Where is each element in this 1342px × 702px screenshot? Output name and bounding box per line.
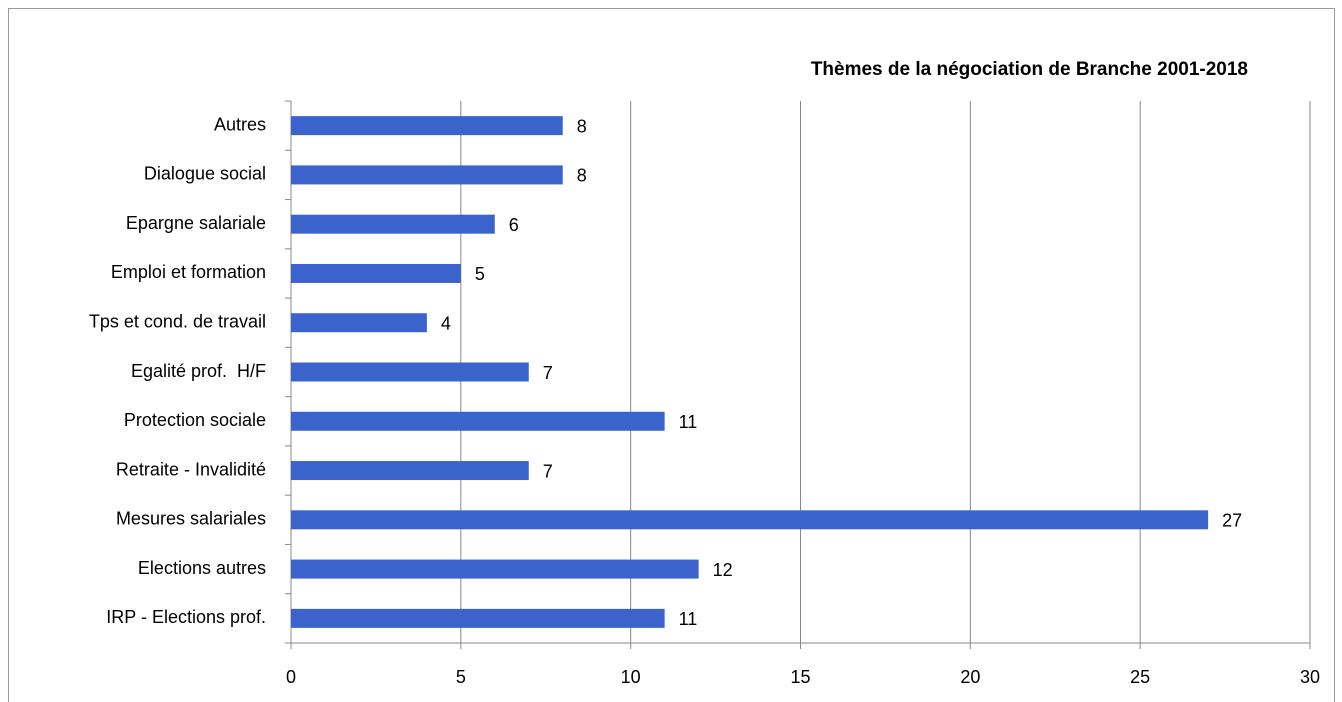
bar <box>291 214 495 234</box>
bar <box>291 263 461 283</box>
bar <box>291 116 563 136</box>
chart-title: Thèmes de la négociation de Branche 2001… <box>811 59 1248 80</box>
y-tick-label: Elections autres <box>138 558 266 578</box>
y-tick-label: Mesures salariales <box>116 509 266 529</box>
y-tick-label: IRP - Elections prof. <box>106 607 266 627</box>
y-tick-label: Tps et cond. de travail <box>89 311 266 331</box>
bar <box>291 510 1209 530</box>
data-label: 5 <box>475 264 485 284</box>
y-tick-label: Dialogue social <box>144 164 266 184</box>
bar <box>291 165 563 185</box>
data-label: 11 <box>679 609 698 629</box>
y-tick-label: Autres <box>214 114 266 134</box>
y-tick-label: Retraite - Invalidité <box>116 459 266 479</box>
x-tick-label: 25 <box>1130 667 1150 687</box>
data-label: 12 <box>713 560 733 580</box>
data-label: 11 <box>679 412 698 432</box>
x-tick-label: 10 <box>621 667 641 687</box>
data-label: 7 <box>543 461 553 481</box>
x-tick-label: 0 <box>286 667 296 687</box>
bar <box>291 608 665 628</box>
chart-border <box>8 8 1335 702</box>
y-tick-label: Epargne salariale <box>126 213 266 233</box>
x-tick-label: 30 <box>1300 667 1320 687</box>
data-label: 8 <box>577 166 587 186</box>
data-label: 27 <box>1222 511 1242 531</box>
data-label: 8 <box>577 116 587 136</box>
bar <box>291 559 699 579</box>
x-tick-label: 20 <box>960 667 980 687</box>
data-label: 4 <box>441 313 451 333</box>
bar <box>291 362 529 382</box>
y-tick-label: Emploi et formation <box>111 262 266 282</box>
y-tick-label: Protection sociale <box>124 410 266 430</box>
bar <box>291 461 529 481</box>
x-tick-label: 5 <box>456 667 466 687</box>
data-label: 6 <box>509 215 519 235</box>
y-tick-label: Egalité prof. H/F <box>131 361 266 381</box>
bar <box>291 313 427 333</box>
x-tick-label: 15 <box>790 667 810 687</box>
bar <box>291 411 665 431</box>
data-label: 7 <box>543 363 553 383</box>
